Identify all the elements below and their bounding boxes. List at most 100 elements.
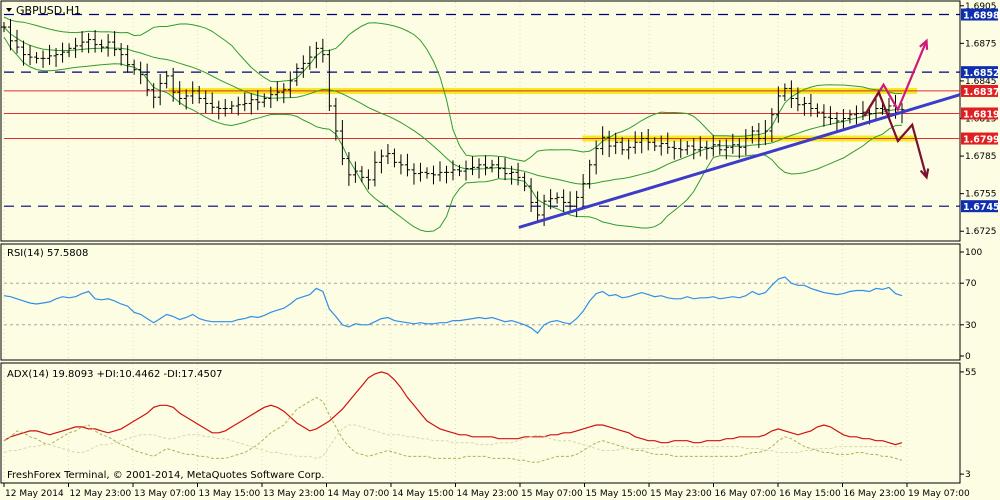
rsi-pane[interactable]: 100 70 30 0 RSI(14) 57.5808 [0,243,982,362]
ohlc-bar [268,86,274,108]
ohlc-bar [404,153,410,177]
adx-title: ADX(14) 19.8093 +DI:10.4462 -DI:17.4507 [7,369,223,380]
ohlc-bar [574,190,580,218]
ohlc-bar [619,137,625,155]
ohlc-bar [860,101,866,120]
ohlc-bar [27,45,33,66]
time-axis: 12 May 2014 12 May 23:00 13 May 07:00 13 Ma… [3,483,970,499]
price-tick-label: 1.6785 [965,152,997,162]
price-tick-label: 1.6725 [965,227,997,237]
time-tick-label: 15 May 07:00 [521,489,583,499]
ohlc-bar [463,160,469,181]
ohlc-bar [183,89,189,110]
ohlc-bar [502,157,508,181]
support-trendline [518,93,961,229]
ohlc-bar [151,83,157,109]
ohlc-bar [73,37,79,58]
ohlc-bar [14,29,20,54]
ohlc-bar [580,174,586,206]
ohlc-bar [209,92,215,114]
ohlc-bar [300,55,306,78]
ohlc-bar [92,30,98,53]
ohlc-bar [138,61,144,85]
price-label-text: 1.6819 [963,109,1000,120]
ohlc-bar [522,172,528,192]
ohlc-bar [339,119,345,166]
ohlc-bar [489,159,495,173]
ohlc-bar [788,80,794,108]
ohlc-bar [808,93,814,117]
rsi-line [3,276,903,334]
price-label-box [961,107,998,120]
di-minus-series-line [3,424,902,459]
ohlc-bar [313,41,319,69]
ohlc-bar [196,85,202,104]
price-tick-label: 1.6905 [965,2,997,12]
ohlc-bar [118,43,124,66]
ohlc-bar [717,139,723,155]
ohlc-bar [840,108,846,130]
rsi-tick-label: 0 [965,352,971,362]
ohlc-bar [1,22,7,33]
ohlc-bar [749,126,755,144]
ohlc-bar [248,93,254,115]
ohlc-bar [795,87,801,112]
ohlc-bar [509,165,515,185]
price-label-box [961,8,998,21]
ohlc-bar [216,100,222,120]
time-tick-label: 15 May 23:00 [650,489,712,499]
time-tick-label: 12 May 23:00 [70,489,132,499]
symbol-title-text: GBPUSD,H1 [16,4,81,17]
ohlc-bar [177,81,183,105]
adx-tick-label: 3 [965,470,971,480]
ohlc-bar [281,83,287,104]
ohlc-bar [691,138,697,160]
time-tick-label: 13 May 15:00 [199,489,261,499]
ohlc-bar [827,106,833,126]
ohlc-bar [626,139,632,160]
rsi-series-line [3,276,903,334]
time-tick-label: 19 May 07:00 [908,489,970,499]
adx-series-line [3,371,903,446]
ohlc-bar [99,39,105,53]
ohlc-bar [853,105,859,125]
adx-pane[interactable]: 55 3 ADX(14) 19.8093 +DI:10.4462 -DI:17.4… [0,362,976,484]
ohlc-bar [684,141,690,155]
price-pane[interactable]: 1.6905 1.6875 1.6845 1.6815 1.6785 1.6755 1.67… [0,0,1000,242]
ohlc-bar [255,90,261,111]
ohlc-bar [814,103,820,118]
ohlc-bar [164,70,170,89]
ohlc-bar [723,139,729,160]
ohlc-bar [417,162,423,182]
adx-pane-frame [0,362,961,484]
ohlc-bar [587,159,593,189]
ohlc-bar [652,137,658,152]
forecast-arrows [863,38,930,180]
symbol-title[interactable]: GBPUSD,H1 [6,4,81,17]
dropdown-triangle-icon[interactable] [6,8,12,12]
ohlc-bar [346,152,352,186]
ohlc-bar [203,90,209,113]
rsi-axis: 100 70 30 0 [960,248,982,362]
ohlc-bar [736,138,742,159]
price-level-labels: 1.6898 1.6852 1.6837 1.6819 1.6799 1.6745 [961,8,1000,213]
price-tick-label: 1.6755 [965,190,997,200]
ohlc-bar [782,83,788,101]
time-tick-label: 14 May 15:00 [392,489,454,499]
price-label-box [961,84,998,97]
ohlc-bar [86,33,92,54]
price-label-text: 1.6852 [963,68,1000,79]
forecast-down-arrow-head [919,168,930,180]
time-tick-label: 16 May 07:00 [715,489,777,499]
price-axis: 1.6905 1.6875 1.6845 1.6815 1.6785 1.6755 1.67… [960,2,997,237]
ohlc-bar [821,104,827,127]
ohlc-bar [567,191,573,213]
rsi-level-lines [3,245,960,359]
price-bars [1,19,905,226]
ohlc-bar [743,129,749,156]
ohlc-bar [554,192,560,204]
ohlc-bar [613,132,619,155]
adx-axis: 55 3 [960,368,976,480]
ohlc-bar [834,111,840,133]
ohlc-bar [170,67,176,102]
